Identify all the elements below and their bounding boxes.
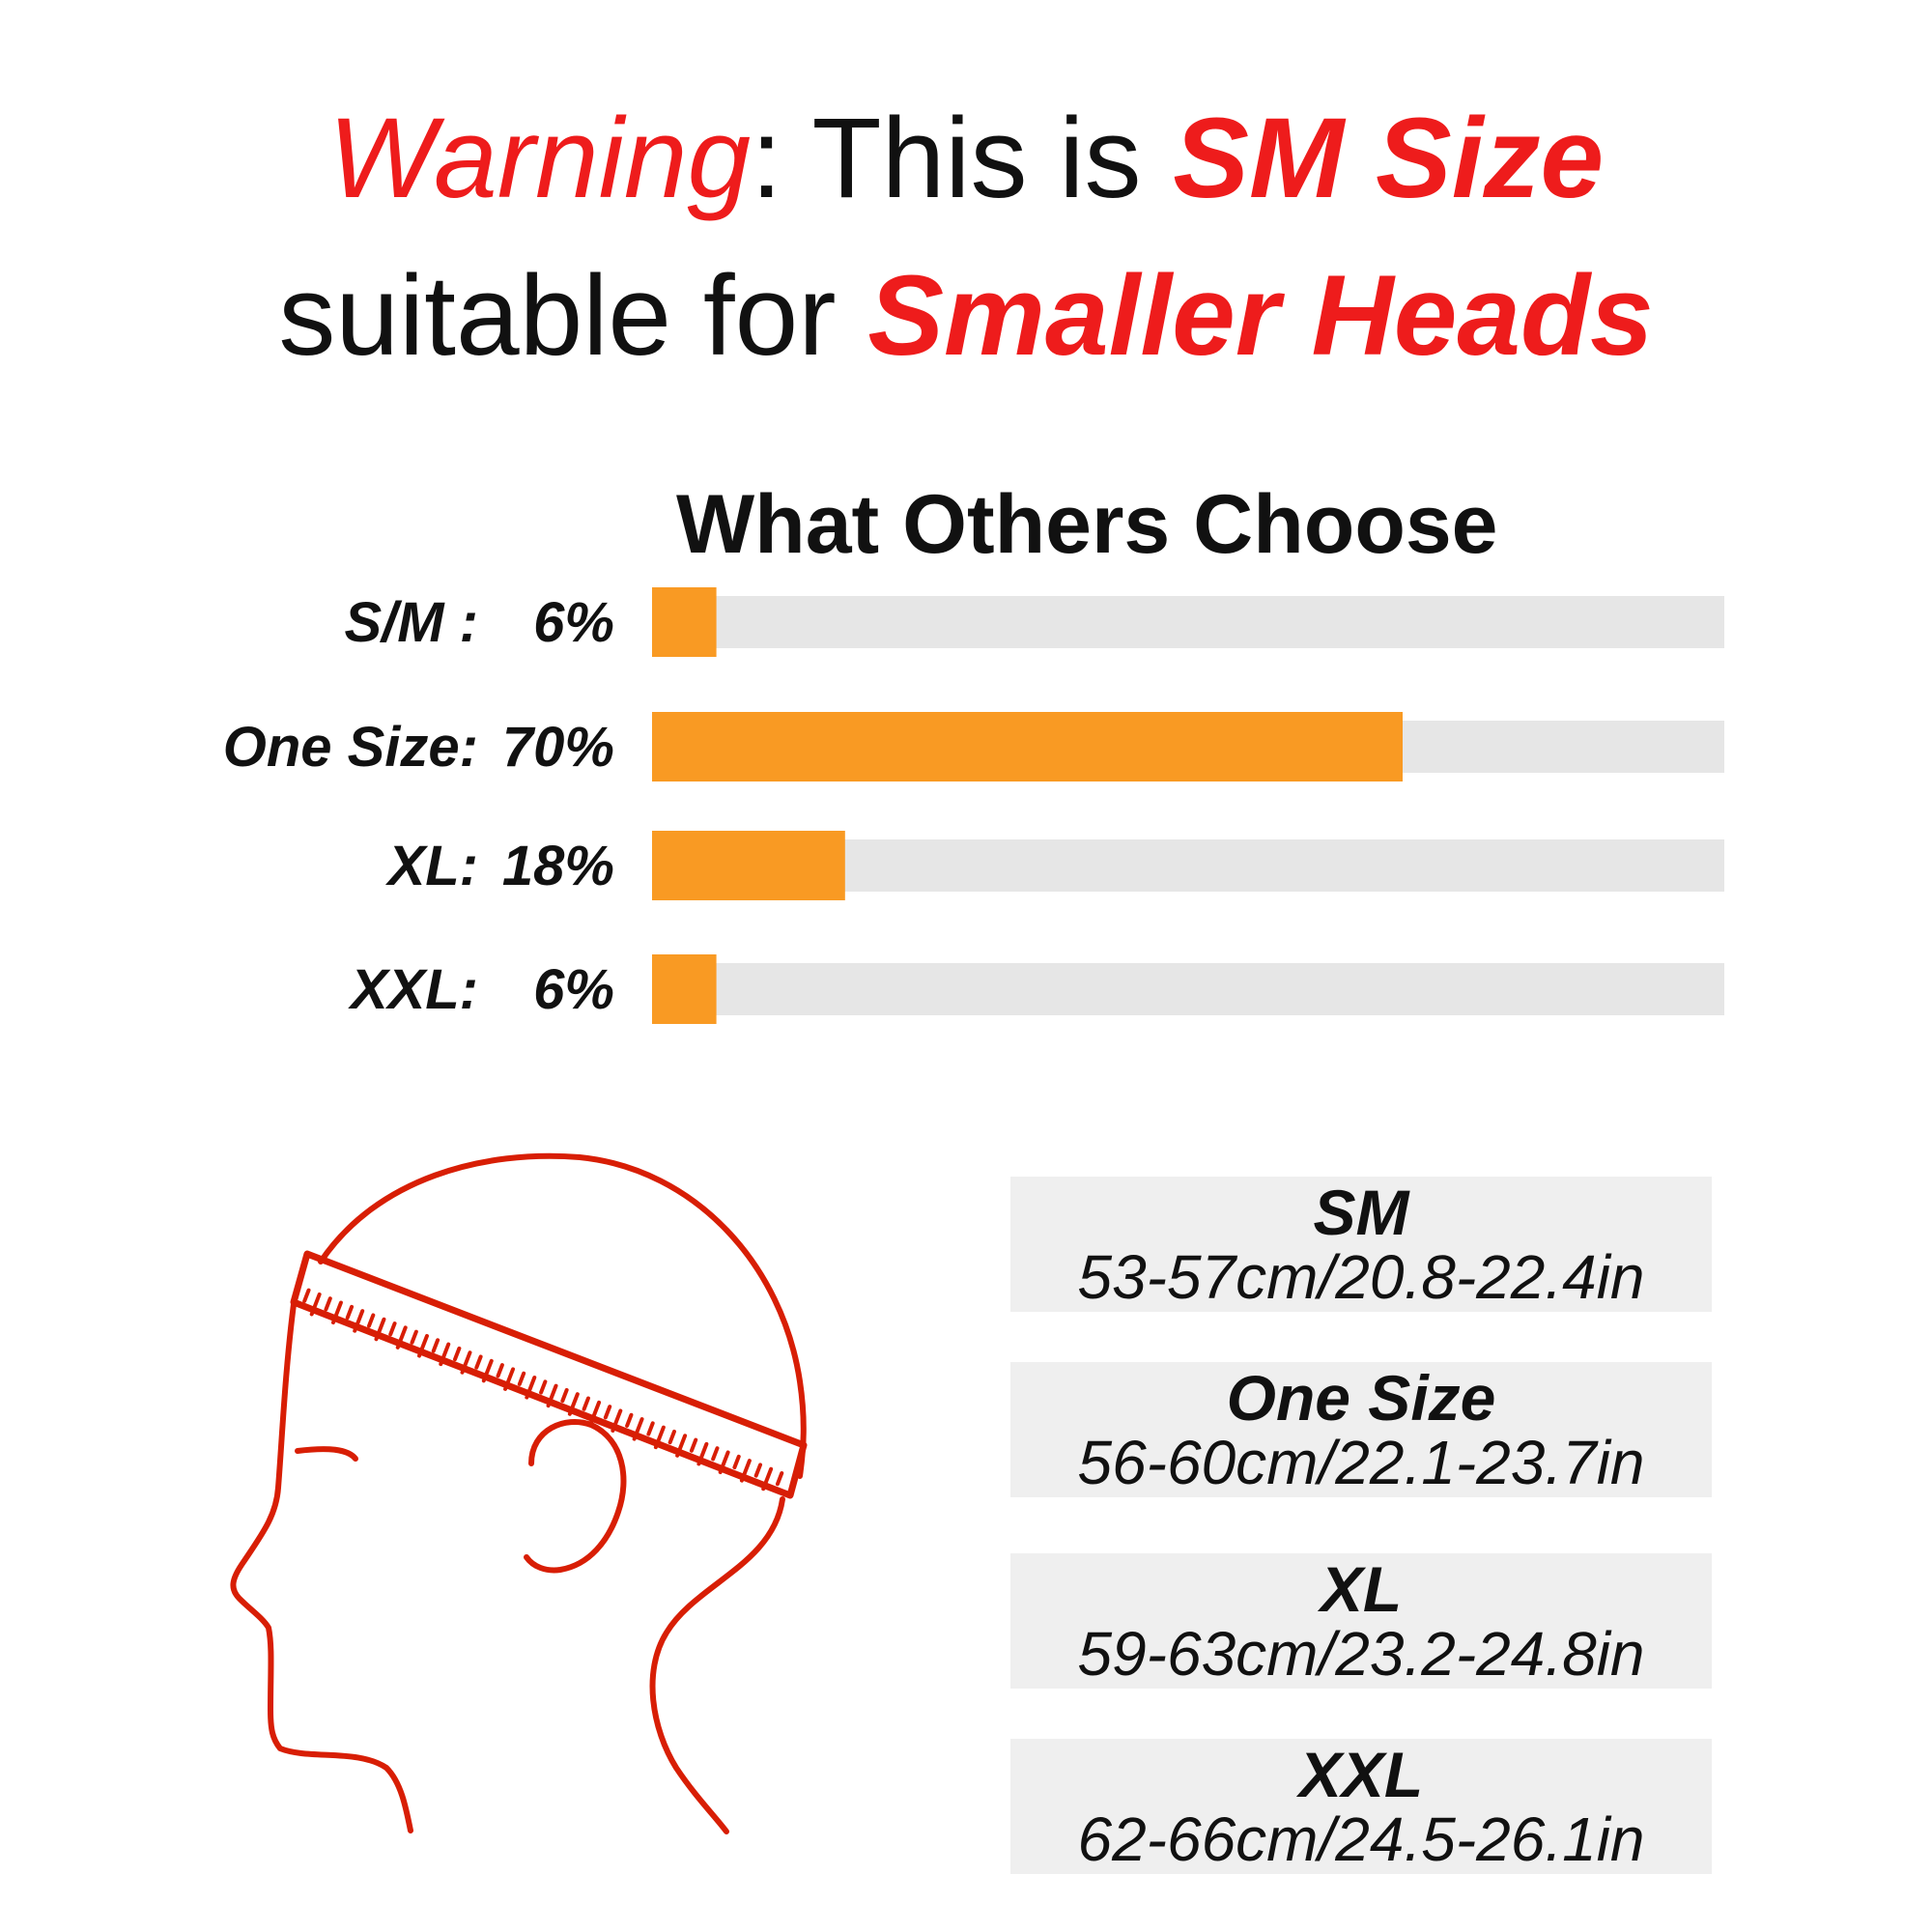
size-range: 56-60cm/22.1-23.7in <box>1077 1428 1645 1497</box>
warning-word: Warning <box>327 95 752 222</box>
sm-size-text: SM Size <box>1173 95 1605 222</box>
smaller-heads-text: Smaller Heads <box>867 252 1654 380</box>
bar-track <box>652 963 1724 1015</box>
category-label: XL: <box>385 835 478 897</box>
size-box-sm: SM 53-57cm/20.8-22.4in <box>1010 1177 1712 1312</box>
category-label: One Size: <box>223 716 478 779</box>
bar <box>652 712 1403 781</box>
size-name: XXL <box>1298 1739 1424 1810</box>
headline-line-2: suitable for Smaller Heads <box>0 259 1932 373</box>
size-box-xxl: XXL 62-66cm/24.5-26.1in <box>1010 1739 1712 1874</box>
size-range: 59-63cm/23.2-24.8in <box>1077 1619 1645 1689</box>
bar <box>652 954 717 1024</box>
headline-line-1: Warning: This is SM Size <box>0 101 1932 215</box>
category-label: XXL: <box>348 958 478 1021</box>
chart-title: What Others Choose <box>676 478 1498 571</box>
bar <box>652 587 717 657</box>
size-box-xl: XL 59-63cm/23.2-24.8in <box>1010 1553 1712 1689</box>
bar-track <box>652 596 1724 648</box>
value-label: 6% <box>533 958 614 1021</box>
size-box-one-size: One Size 56-60cm/22.1-23.7in <box>1010 1362 1712 1497</box>
value-label: 70% <box>502 716 614 779</box>
size-range: 62-66cm/24.5-26.1in <box>1077 1804 1645 1874</box>
size-name: One Size <box>1226 1362 1496 1434</box>
bar <box>652 831 845 900</box>
warning-colon: : <box>751 95 782 222</box>
value-label: 18% <box>502 835 614 897</box>
category-label: S/M : <box>344 591 478 654</box>
suitable-for-text: suitable for <box>278 252 868 380</box>
size-name: XL <box>1320 1553 1403 1625</box>
size-range: 53-57cm/20.8-22.4in <box>1077 1242 1645 1312</box>
size-name: SM <box>1313 1177 1409 1248</box>
bar-chart: S/M : 6% One Size: 70% XL: 18% XXL: 6% <box>223 587 1724 1024</box>
this-is-text: This is <box>781 95 1174 222</box>
head-measuring-tape-icon <box>230 1152 808 1834</box>
value-label: 6% <box>533 591 614 654</box>
